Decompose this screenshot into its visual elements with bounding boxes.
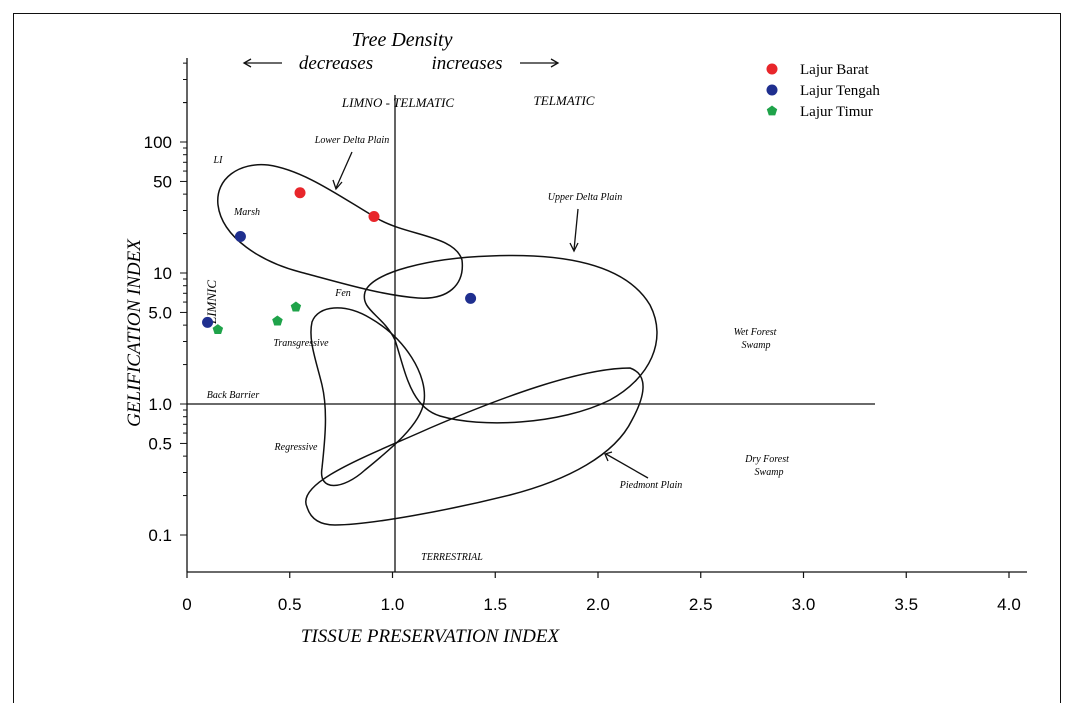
- y-tick-label: 50: [153, 172, 172, 191]
- x-tick-label: 0: [182, 595, 191, 614]
- label-marsh: Marsh: [233, 207, 260, 218]
- data-point: [234, 230, 246, 242]
- x-axis-title: TISSUE PRESERVATION INDEX: [301, 626, 561, 647]
- x-tick-label: 2.5: [689, 595, 713, 614]
- label-dry-forest-swamp: Swamp: [755, 467, 784, 478]
- legend-marker: [766, 63, 778, 75]
- label-fen: Fen: [334, 288, 351, 299]
- label-upper-delta-plain: Upper Delta Plain: [548, 192, 622, 203]
- label-telmatic: TELMATIC: [534, 93, 595, 108]
- increases-label: increases: [431, 53, 502, 74]
- tree-density-title: Tree Density: [352, 29, 453, 51]
- data-point: [290, 301, 302, 312]
- x-tick-label: 1.0: [381, 595, 405, 614]
- label-back-barrier: Back Barrier: [207, 390, 260, 401]
- y-tick-label: 100: [144, 133, 172, 152]
- label-piedmont-plain: Piedmont Plain: [619, 480, 683, 491]
- y-tick-label: 5.0: [148, 303, 172, 322]
- y-tick-label: 0.1: [148, 526, 172, 545]
- pointer-arrows: [242, 58, 649, 479]
- data-point: [368, 210, 380, 222]
- data-point: [465, 292, 477, 304]
- arrowhead-left: [242, 58, 252, 68]
- arrowhead-lower-delta: [332, 179, 343, 191]
- legend-marker: [766, 105, 778, 116]
- legend-label: Lajur Barat: [800, 62, 870, 78]
- y-tick-label: 1.0: [148, 395, 172, 414]
- axis-ticks: [180, 62, 1010, 578]
- data-points: [202, 187, 477, 334]
- piedmont-plain-outline: [304, 367, 644, 526]
- arrow-piedmont: [605, 453, 649, 479]
- label-li: LI: [213, 155, 224, 166]
- legend-marker: [766, 84, 778, 96]
- x-tick-label: 3.5: [894, 595, 918, 614]
- x-tick-label: 2.0: [586, 595, 610, 614]
- y-tick-label: 0.5: [148, 434, 172, 453]
- region-outlines: [217, 163, 658, 526]
- legend: Lajur Barat Lajur Tengah Lajur Timur: [766, 62, 880, 120]
- decreases-label: decreases: [299, 53, 373, 74]
- arrowhead-right: [550, 58, 560, 68]
- data-point: [294, 187, 306, 199]
- x-tick-label: 3.0: [792, 595, 816, 614]
- label-regressive: Regressive: [274, 442, 319, 453]
- upper-delta-plain-outline: [363, 254, 658, 424]
- lower-delta-plain-outline: [217, 163, 464, 299]
- x-tick-label: 0.5: [278, 595, 302, 614]
- legend-label: Lajur Timur: [800, 104, 873, 120]
- axis-tick-labels: 0 0.5 1.0 1.5 2.0 2.5 3.0 3.5 4.0 0.1 0.5 1.0 5.0 10 5…: [144, 133, 1021, 614]
- label-wet-forest: Wet Forest: [734, 327, 777, 338]
- label-wet-forest-swamp: Swamp: [742, 340, 771, 351]
- data-point: [202, 316, 214, 328]
- data-point: [212, 324, 224, 334]
- y-tick-label: 10: [153, 264, 172, 283]
- arrowhead-piedmont: [604, 451, 613, 462]
- label-limnic: LIMNIC: [204, 280, 219, 325]
- arrowhead-upper-delta: [569, 242, 579, 253]
- y-axis-title: GELIFICATION INDEX: [124, 238, 145, 427]
- label-dry-forest: Dry Forest: [744, 454, 789, 465]
- label-terrestrial: TERRESTRIAL: [421, 552, 483, 563]
- arrow-lower-delta: [335, 151, 353, 189]
- figure-frame: [13, 13, 1061, 703]
- back-barrier-regressive-outline: [310, 307, 426, 487]
- label-transgressive: Transgressive: [273, 338, 329, 349]
- data-point: [272, 315, 283, 326]
- label-limno-telmatic: LIMNO - TELMATIC: [341, 95, 455, 110]
- x-tick-label: 4.0: [997, 595, 1021, 614]
- x-tick-label: 1.5: [483, 595, 507, 614]
- label-lower-delta-plain: Lower Delta Plain: [314, 135, 389, 146]
- legend-label: Lajur Tengah: [800, 83, 880, 99]
- arrow-upper-delta: [573, 208, 579, 251]
